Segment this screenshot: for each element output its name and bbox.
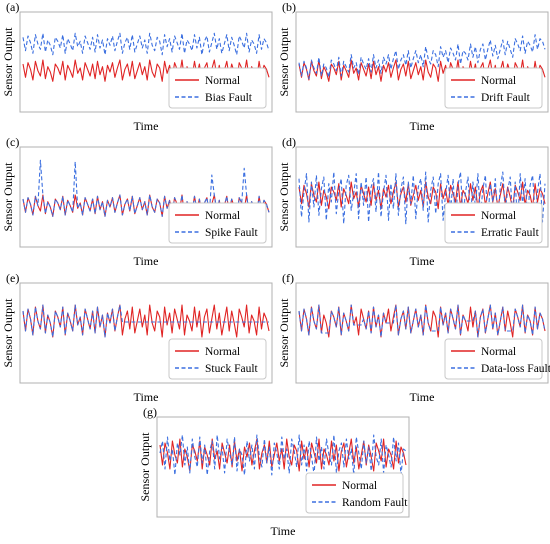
panel-label: (c) — [6, 135, 19, 149]
x-axis-label: Time — [410, 254, 435, 268]
legend-box — [305, 472, 404, 514]
legend-entry: Spike Fault — [205, 227, 259, 239]
fault-series-line — [159, 434, 407, 476]
legend-entry: Normal — [481, 75, 516, 87]
plot-frame — [295, 282, 549, 384]
panel-4: (d) Sensor Output Time Normal Erratic Fault — [277, 135, 549, 268]
fault-series-line — [22, 32, 270, 56]
legend-entry: Random Fault — [342, 497, 408, 509]
legend-entry: Drift Fault — [481, 92, 531, 104]
legend-entry: Erratic Fault — [481, 227, 540, 239]
legend-entry: Data-loss Fault — [481, 363, 550, 375]
legend-entry: Normal — [205, 75, 240, 87]
panel-6: (f) Sensor Output Time Normal Data-loss Faul… — [277, 271, 550, 404]
panel-1: (a) Sensor Output Time Normal Bias Fault — [1, 0, 273, 133]
legend-entry: Normal — [205, 210, 240, 222]
legend-entry: Normal — [481, 346, 516, 358]
plot-frame — [295, 11, 549, 113]
panel-3: (c) Sensor Output Time Normal Spike Fault — [1, 135, 273, 268]
x-axis-label: Time — [134, 390, 159, 404]
panel-5: (e) Sensor Output Time Normal Stuck Fault — [1, 271, 273, 404]
legend-entry: Normal — [205, 346, 240, 358]
y-axis-label: Sensor Output — [277, 162, 291, 232]
legend: Normal Stuck Fault — [168, 338, 267, 380]
legend: Normal Data-loss Fault — [444, 338, 550, 380]
legend-entry: Normal — [342, 480, 377, 492]
legend-entry: Bias Fault — [205, 92, 253, 104]
panel-label: (b) — [282, 0, 296, 14]
x-axis-label: Time — [410, 390, 435, 404]
legend-entry: Normal — [481, 210, 516, 222]
panel-label: (a) — [6, 0, 19, 14]
fault-series-line — [298, 304, 546, 338]
legend-box — [168, 67, 267, 109]
fault-series-line — [22, 304, 269, 338]
y-axis-label: Sensor Output — [277, 27, 291, 97]
legend-box — [168, 202, 267, 244]
normal-series-line — [298, 304, 546, 338]
panel-7: (g) Sensor Output Time Normal Random Fault — [138, 405, 410, 538]
x-axis-label: Time — [271, 524, 296, 538]
legend: Normal Erratic Fault — [444, 202, 543, 244]
fault-series-line — [298, 34, 546, 80]
plot-frame — [19, 146, 273, 248]
panel-2: (b) Sensor Output Time Normal Drift Fault — [277, 0, 549, 133]
panel-label: (f) — [282, 271, 294, 285]
plot-frame — [295, 146, 549, 248]
legend-box — [444, 338, 543, 380]
legend-box — [444, 67, 543, 109]
fault-series-line — [298, 171, 546, 225]
y-axis-label: Sensor Output — [138, 432, 152, 502]
plot-frame — [19, 11, 273, 113]
legend: Normal Bias Fault — [168, 67, 267, 109]
panel-label: (d) — [282, 135, 296, 149]
y-axis-label: Sensor Output — [277, 298, 291, 368]
legend: Normal Drift Fault — [444, 67, 543, 109]
legend-box — [168, 338, 267, 380]
x-axis-label: Time — [134, 254, 159, 268]
plot-frame — [19, 282, 273, 384]
panel-label: (e) — [6, 271, 19, 285]
plot-frame — [156, 416, 410, 518]
panel-label: (g) — [143, 405, 157, 419]
legend-box — [444, 202, 543, 244]
y-axis-label: Sensor Output — [1, 162, 15, 232]
legend: Normal Random Fault — [305, 472, 408, 514]
y-axis-label: Sensor Output — [1, 27, 15, 97]
x-axis-label: Time — [410, 119, 435, 133]
x-axis-label: Time — [134, 119, 159, 133]
y-axis-label: Sensor Output — [1, 298, 15, 368]
legend-entry: Stuck Fault — [205, 363, 259, 375]
legend: Normal Spike Fault — [168, 202, 267, 244]
normal-series-line — [22, 304, 270, 338]
